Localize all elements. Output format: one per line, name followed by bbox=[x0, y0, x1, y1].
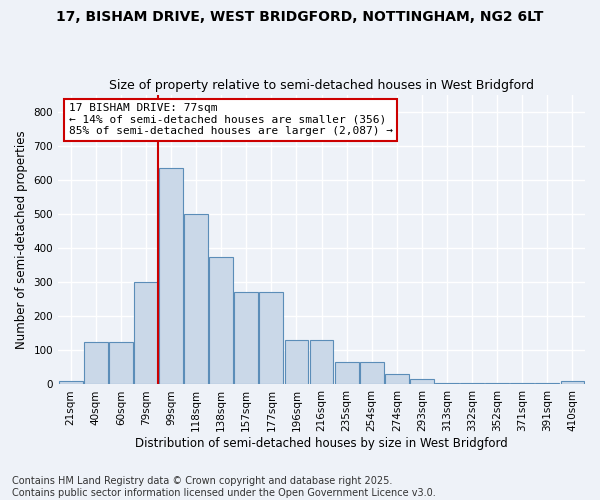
Bar bbox=[310, 340, 334, 384]
Bar bbox=[335, 362, 359, 384]
Title: Size of property relative to semi-detached houses in West Bridgford: Size of property relative to semi-detach… bbox=[109, 79, 534, 92]
Text: Contains HM Land Registry data © Crown copyright and database right 2025.
Contai: Contains HM Land Registry data © Crown c… bbox=[12, 476, 436, 498]
Bar bbox=[184, 214, 208, 384]
Bar bbox=[259, 292, 283, 384]
Bar bbox=[59, 381, 83, 384]
Bar bbox=[235, 292, 258, 384]
Bar bbox=[460, 383, 484, 384]
Bar bbox=[435, 383, 459, 384]
Bar bbox=[159, 168, 183, 384]
Bar bbox=[209, 256, 233, 384]
Text: 17 BISHAM DRIVE: 77sqm
← 14% of semi-detached houses are smaller (356)
85% of se: 17 BISHAM DRIVE: 77sqm ← 14% of semi-det… bbox=[68, 104, 392, 136]
Text: 17, BISHAM DRIVE, WEST BRIDGFORD, NOTTINGHAM, NG2 6LT: 17, BISHAM DRIVE, WEST BRIDGFORD, NOTTIN… bbox=[56, 10, 544, 24]
Y-axis label: Number of semi-detached properties: Number of semi-detached properties bbox=[15, 130, 28, 349]
Bar bbox=[284, 340, 308, 384]
X-axis label: Distribution of semi-detached houses by size in West Bridgford: Distribution of semi-detached houses by … bbox=[135, 437, 508, 450]
Bar bbox=[560, 381, 584, 384]
Bar bbox=[360, 362, 383, 384]
Bar bbox=[84, 342, 107, 384]
Bar bbox=[134, 282, 158, 384]
Bar bbox=[410, 380, 434, 384]
Bar bbox=[109, 342, 133, 384]
Bar bbox=[385, 374, 409, 384]
